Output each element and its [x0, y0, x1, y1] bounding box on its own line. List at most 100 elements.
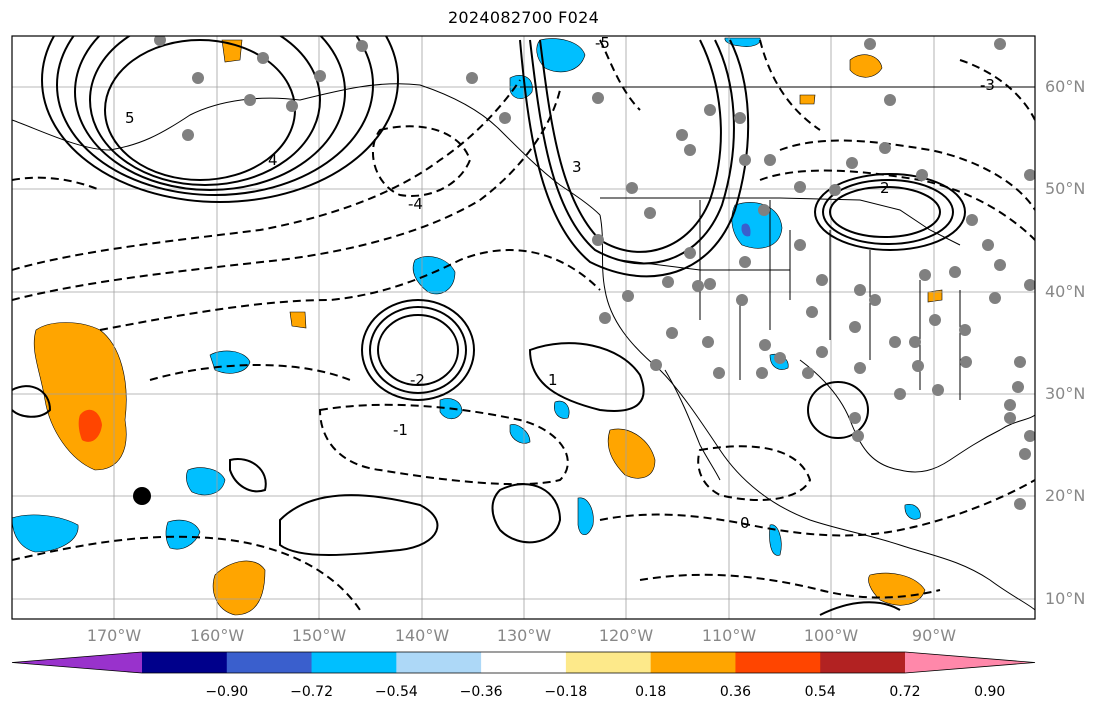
- chart-title: 2024082700 F024: [447, 8, 600, 27]
- cold-region-13: [554, 400, 570, 419]
- dash-14: [12, 176, 101, 191]
- cold-region-6: [165, 519, 201, 550]
- contour-label: 3: [572, 158, 582, 176]
- cold-region-11: [509, 424, 531, 444]
- colorbar-outline: [11, 651, 1036, 674]
- colorbar-tick-label: 0.36: [719, 684, 752, 700]
- lat-label: 40°N: [1045, 282, 1086, 301]
- contour-high-1c: [74, 36, 346, 191]
- contour-label-layer: 5 4 3 2 1 0 -1 -2 -3 -4 -5: [125, 34, 995, 532]
- dash-3: [99, 249, 601, 331]
- warm-region-small2: [799, 94, 816, 105]
- negative-contours: [12, 39, 1035, 611]
- lon-label: 110°W: [701, 626, 757, 645]
- cold-anomaly-regions: [12, 37, 921, 556]
- dash-6: [12, 535, 361, 611]
- gulf-coast: [799, 359, 1035, 473]
- contour-center-3: [361, 299, 475, 401]
- cold-region-15: [904, 504, 921, 520]
- lat-label: 10°N: [1045, 589, 1086, 608]
- colorbar-tick-label: −0.72: [290, 684, 333, 700]
- contour-high-1d: [56, 36, 374, 196]
- cold-region-7: [209, 350, 251, 374]
- cold-region-2: [731, 202, 783, 249]
- contour-trough-3: [519, 39, 750, 278]
- coastlines: [12, 83, 1035, 611]
- colorbar-extend-low: [12, 652, 142, 673]
- colorbar-segment: [735, 652, 821, 673]
- dash-12: [759, 39, 821, 131]
- lon-label: 130°W: [496, 626, 552, 645]
- colorbar-tick-label: −0.90: [205, 684, 249, 700]
- lon-label: 150°W: [291, 626, 347, 645]
- dash-11: [599, 39, 641, 111]
- colorbar-segment: [311, 652, 397, 673]
- lon-label: 120°W: [598, 626, 654, 645]
- lat-label: 50°N: [1045, 179, 1086, 198]
- colorbar: [11, 651, 1036, 674]
- contour-center-1: [377, 314, 459, 386]
- lat-label: 30°N: [1045, 384, 1086, 403]
- contour-label: 1: [548, 371, 558, 389]
- lat-label: 60°N: [1045, 77, 1086, 96]
- contour-s1: [279, 494, 439, 556]
- dash-13: [959, 59, 1035, 121]
- contour-high-1e: [41, 36, 399, 203]
- cold-region-4: [12, 514, 79, 553]
- contour-trough-2: [529, 39, 735, 265]
- station-markers: [154, 36, 1035, 510]
- contour-se: [819, 601, 901, 616]
- contour-label: 0: [740, 514, 750, 532]
- contour-w1: [12, 385, 52, 418]
- dash-2: [12, 89, 561, 301]
- contour-label: -5: [595, 34, 610, 52]
- contour-label: 4: [268, 151, 278, 169]
- colorbar-segment: [481, 652, 567, 673]
- coldest-anomaly-region: [741, 223, 751, 237]
- colorbar-tick-label: 0.72: [889, 684, 921, 700]
- warm-region-south: [212, 560, 266, 616]
- hot-anomaly-region: [78, 409, 102, 442]
- colorbar-tick-label: 0.90: [974, 684, 1006, 700]
- colorbar-tick-label: 0.18: [635, 684, 667, 700]
- lon-label: 90°W: [911, 626, 957, 645]
- cold-region-3: [412, 256, 456, 295]
- dash-10: [371, 125, 472, 197]
- lon-label: 100°W: [803, 626, 859, 645]
- contour-s2: [491, 483, 562, 544]
- contour-east-2: [822, 179, 954, 245]
- contour-label: -1: [393, 421, 408, 439]
- warm-region-west: [33, 322, 127, 471]
- colorbar-segment: [650, 652, 736, 673]
- warm-region-small3: [927, 289, 943, 303]
- contour-gulf: [807, 381, 869, 439]
- colorbar-tick-label: −0.54: [374, 684, 418, 700]
- canada-us-border: [600, 197, 961, 246]
- contour-east-3: [814, 173, 966, 251]
- warm-region-mid: [607, 428, 656, 479]
- west-coast: [599, 214, 1035, 611]
- warm-region-southeast: [868, 572, 926, 606]
- colorbar-extend-high: [905, 652, 1035, 673]
- contour-high-1b: [89, 36, 321, 186]
- colorbar-tick-label: −0.18: [544, 684, 588, 700]
- warm-region-north2: [849, 54, 883, 78]
- map-frame: [11, 35, 1036, 620]
- contour-label: -2: [410, 371, 425, 389]
- warm-region-small1: [289, 311, 307, 329]
- contour-s3: [528, 342, 645, 412]
- lon-label: 170°W: [86, 626, 142, 645]
- state-lines: [619, 200, 961, 400]
- cold-region-5: [186, 467, 226, 496]
- lon-label: 160°W: [189, 626, 245, 645]
- contour-label: -3: [980, 76, 995, 94]
- colorbar-tick-label: 0.54: [804, 684, 836, 700]
- contour-label: 5: [125, 109, 135, 127]
- dash-15: [639, 573, 941, 599]
- baja-coast: [664, 369, 721, 481]
- colorbar-tick-label: −0.36: [459, 684, 503, 700]
- dash-7: [599, 479, 1035, 537]
- contour-center-2: [369, 306, 467, 394]
- colorbar-segment: [142, 652, 228, 673]
